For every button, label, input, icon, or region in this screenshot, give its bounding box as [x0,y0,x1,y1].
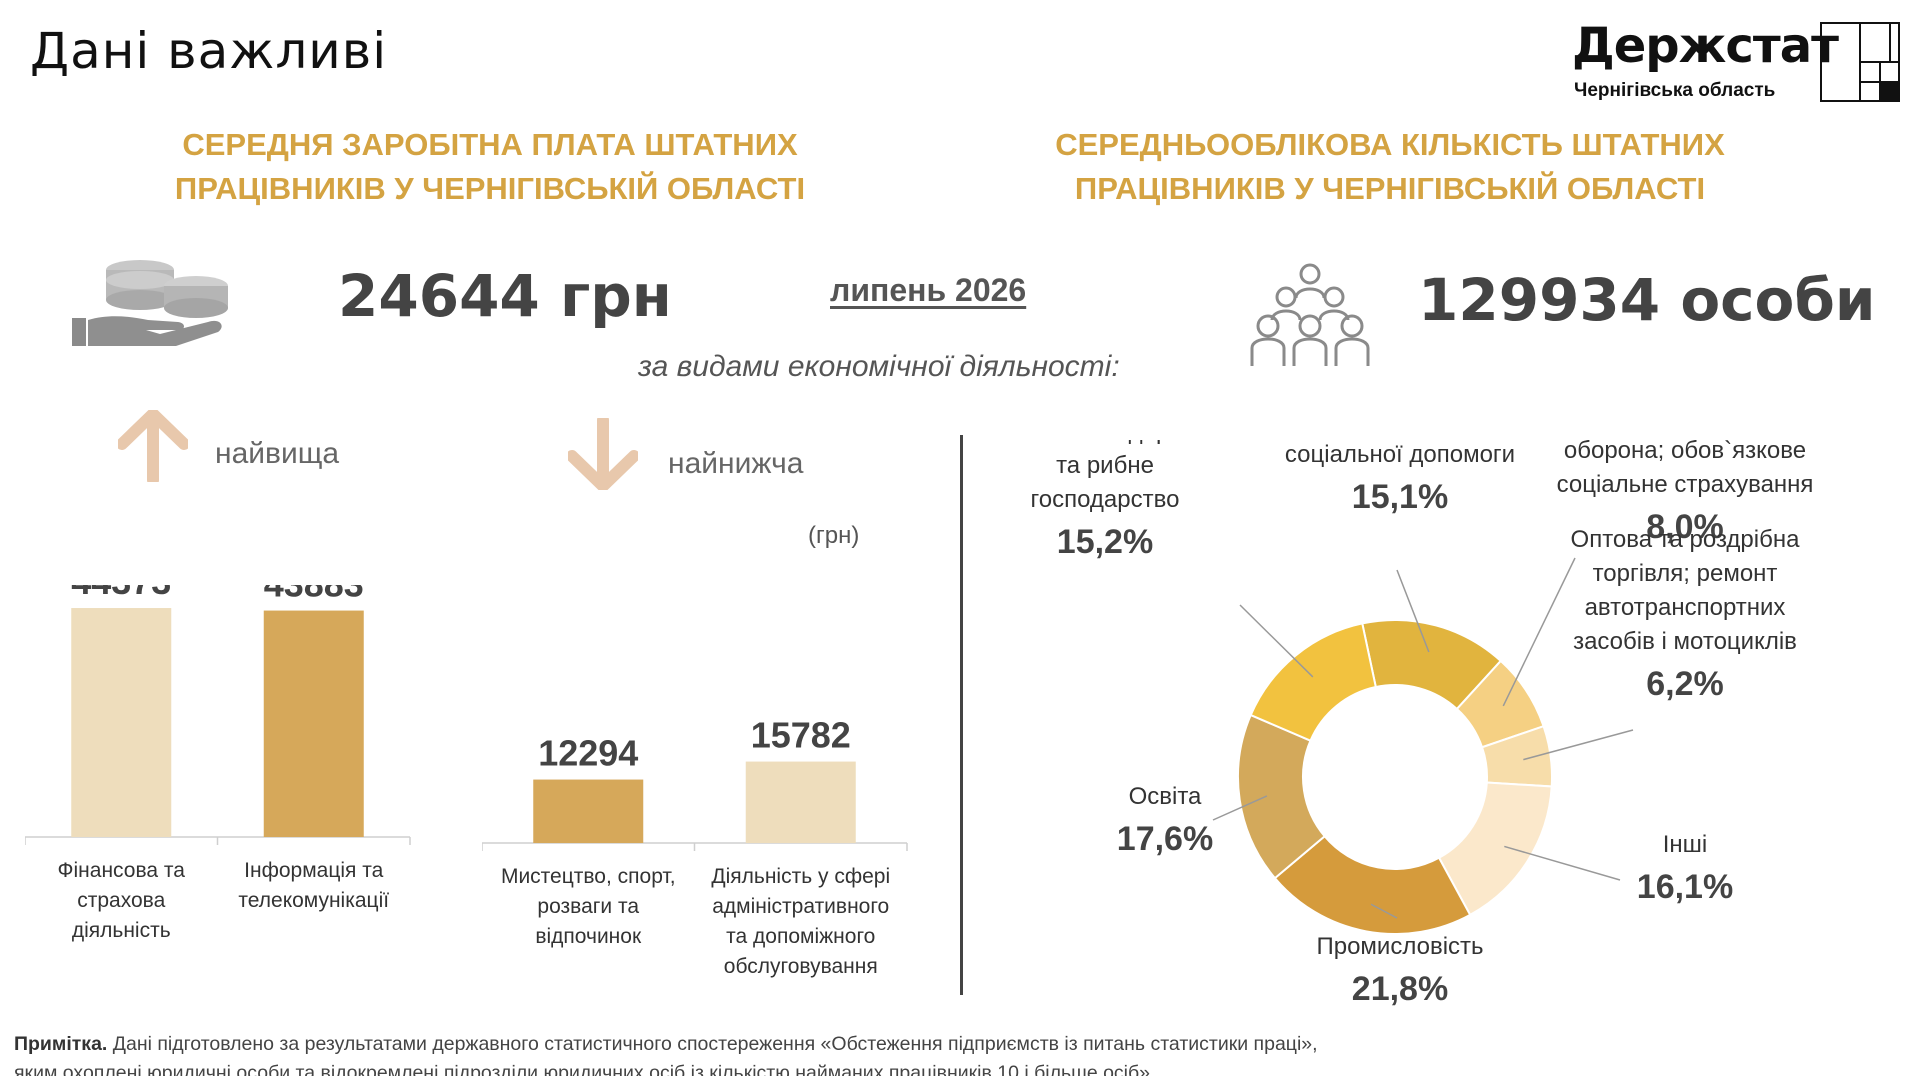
bar-value-label: 12294 [538,733,638,774]
lowest-label: найнижча [668,447,804,480]
employees-value: 129934 особи [1418,266,1876,334]
bar-category-label: Інформація та [244,859,383,882]
bar-category-label: Діяльність у сфері [711,865,890,888]
people-group-icon [1250,263,1370,366]
bar-value-label: 15782 [751,715,851,756]
donut-slice-label: Освіта [1129,783,1202,810]
donut-leader-line [1396,569,1430,653]
bar-category-label: Мистецтво, спорт, [501,865,676,888]
bar-lowest-1 [745,761,856,843]
donut-slice-4 [1273,834,1472,935]
donut-leader-line [1239,604,1314,678]
employees-donut-chart: Охорона здоров'я та наданнясоціальної до… [992,440,1814,1008]
donut-leader-line [1370,903,1398,919]
employees-heading-line1: СЕРЕДНЬООБЛІКОВА КІЛЬКІСТЬ ШТАТНИХ [1055,127,1725,162]
employees-heading-line2: ПРАЦІВНИКІВ У ЧЕРНІГІВСЬКІЙ ОБЛАСТІ [1074,171,1706,206]
donut-slice-label: лісове господарство [992,440,1218,445]
salary-heading-line2: ПРАЦІВНИКІВ У ЧЕРНІГІВСЬКІЙ ОБЛАСТІ [174,171,806,206]
donut-slice-label: соціальної допомоги [1285,441,1515,468]
period-label: липень 2026 [830,272,1027,308]
logo-name: Держстат [1572,18,1839,74]
highest-label: найвища [215,437,340,470]
donut-slice-label: засобів і мотоциклів [1573,628,1797,655]
coins-in-hand-icon [72,260,228,346]
bar-highest-0 [71,608,172,837]
donut-slice-percent: 15,2% [1057,523,1153,561]
page-title: Дані важливі [30,22,388,80]
donut-leader-line [1504,845,1621,881]
donut-slice-percent: 21,8% [1352,970,1448,1008]
bar-category-label: розваги та [537,895,639,918]
bar-category-label: Фінансова та [58,859,186,882]
donut-slice-percent: 16,1% [1637,868,1733,906]
bar-category-label: телекомунікації [238,889,389,912]
donut-slice-percent: 6,2% [1646,665,1724,703]
lowest-bar-chart: 12294 Мистецтво, спорт, розваги та відпочин… [482,715,908,978]
donut-slice-label: Інші [1663,831,1708,858]
donut-slice-label: торгівля; ремонт [1593,560,1778,587]
donut-leader-line [1212,795,1268,821]
donut-slice-percent: 15,1% [1352,478,1448,516]
section-divider [960,435,963,995]
donut-slice-percent: 8,0% [1646,508,1724,546]
activity-subtitle: за видами економічної діяльності: [638,350,1120,383]
donut-slice-label: Промисловість [1316,933,1483,960]
highest-bar-chart: 44373 Фінансова та страхова діяльність 43883… [25,585,411,942]
arrow-up-icon [118,410,188,482]
bar-category-label: відпочинок [535,925,642,948]
logo-subtitle: Чернігівська область [1574,80,1776,101]
donut-leader-line [1502,557,1576,707]
donut-slice-6 [1249,622,1378,743]
salary-heading-line1: СЕРЕДНЯ ЗАРОБІТНА ПЛАТА ШТАТНИХ [182,127,798,162]
bar-category-label: обслуговування [724,955,878,978]
footnote-text: Дані підготовлено за результатами держав… [14,1033,1318,1076]
unit-label: (грн) [808,522,860,549]
employees-heading: СЕРЕДНЬООБЛІКОВА КІЛЬКІСТЬ ШТАТНИХ ПРАЦІ… [1000,123,1780,211]
donut-slice-percent: 17,6% [1117,820,1213,858]
donut-slice-label: Оптова та роздрібна [1571,526,1801,553]
donut-slice-label: автотранспортних [1585,594,1786,621]
donut-slice-label: господарство [1031,486,1180,513]
donut-slice-label: оборона; обов`язкове [1564,440,1806,464]
donut-slice-label: та рибне [1056,452,1154,479]
derzhstat-logo: Держстат Чернігівська область [1560,18,1900,108]
donut-slice-label: соціальне страхування [1557,471,1814,498]
bar-category-label: діяльність [72,919,171,942]
arrow-down-icon [568,418,638,490]
salary-heading: СЕРЕДНЯ ЗАРОБІТНА ПЛАТА ШТАТНИХ ПРАЦІВНИ… [150,123,830,211]
bar-category-label: страхова [77,889,165,912]
bar-value-label: 43883 [264,585,364,605]
footnote-label: Примітка. [14,1033,108,1055]
bar-highest-1 [263,610,364,837]
logo-grid-icon [1820,22,1900,102]
bar-category-label: адміністративного [712,895,889,918]
bar-lowest-0 [533,779,644,843]
donut-leader-line [1523,729,1634,761]
bar-value-label: 44373 [71,585,171,602]
salary-value: 24644 грн [338,262,672,330]
bar-category-label: та допоміжного [726,925,875,948]
footnote: Примітка. Дані підготовлено за результат… [14,1030,1344,1076]
